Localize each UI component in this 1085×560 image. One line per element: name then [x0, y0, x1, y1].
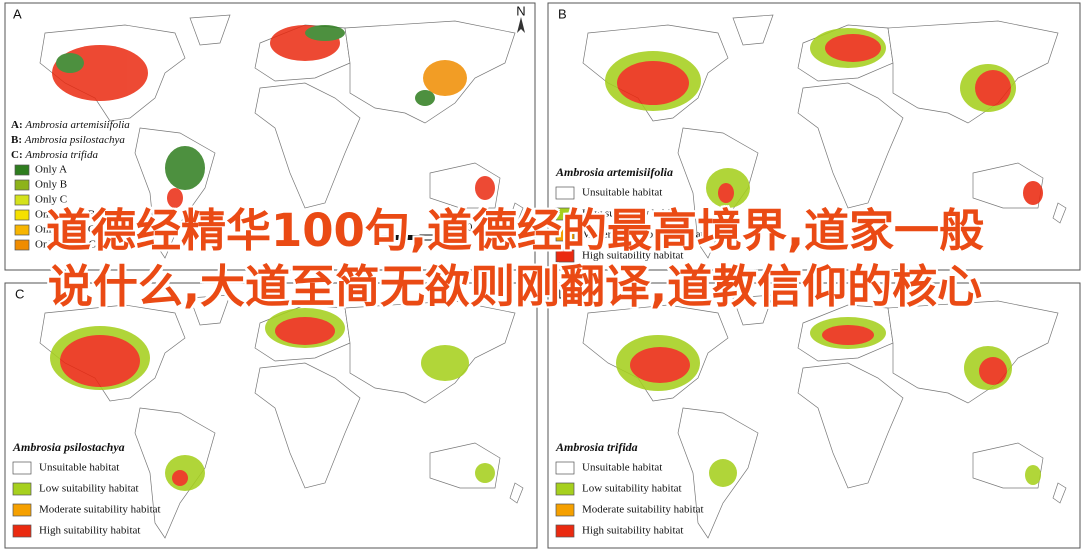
legend-label: Moderate suitability habitat	[582, 504, 704, 516]
legend-swatch	[14, 209, 30, 221]
legend-label: Moderate suitability habitat	[39, 504, 161, 516]
species-name: Ambrosia trifida	[24, 149, 98, 161]
legend-swatch	[14, 164, 30, 176]
range-area	[617, 61, 689, 105]
scale-bar	[380, 235, 420, 240]
svg-text:B: Ambrosia psilostachya: B: Ambrosia psilostachya	[11, 134, 125, 146]
range-area	[1023, 181, 1043, 205]
legend-label: Only A and B	[35, 209, 95, 221]
legend-swatch	[12, 461, 32, 475]
range-area	[975, 70, 1011, 106]
legend-swatch	[12, 503, 32, 517]
panel-b: B Ambrosia artemisiifolia Unsuitable habit…	[547, 2, 1081, 271]
range-overlay	[52, 25, 495, 208]
north-arrow	[517, 17, 525, 33]
legend-label: Unsuitable habitat	[582, 187, 662, 199]
range-overlay	[605, 28, 1043, 208]
species-name: Ambrosia psilostachya	[24, 134, 126, 146]
legend-label: Low suitability habitat	[582, 208, 682, 220]
svg-text:A: Ambrosia artemisiifolia: A: Ambrosia artemisiifolia	[11, 119, 130, 131]
scale-label: 0	[377, 222, 383, 234]
panel-label: A	[13, 6, 22, 21]
range-area	[718, 183, 734, 203]
range-area	[822, 325, 874, 345]
legend-label: Only B	[35, 179, 67, 191]
panel-label: B	[558, 6, 567, 21]
legend-swatch	[555, 482, 575, 496]
legend-label: Only C	[35, 194, 67, 206]
legend-swatch	[14, 194, 30, 206]
legend-label: Only A and C	[35, 224, 95, 236]
panel-d: D Ambrosia trifida Unsuitable habitat Low s…	[547, 282, 1081, 549]
range-area	[1025, 465, 1041, 485]
legend-title: Ambrosia trifida	[555, 440, 638, 454]
legend-swatch	[555, 461, 575, 475]
panel-frame	[547, 282, 1081, 549]
legend: A: Ambrosia artemisiifolia B: Ambrosia p…	[11, 119, 130, 251]
range-area	[475, 463, 495, 483]
legend-label: Only A	[35, 164, 67, 176]
legend-swatch	[555, 228, 575, 242]
range-overlay	[50, 308, 495, 491]
legend-label: Moderate suitability habitat	[582, 229, 704, 241]
svg-text:C: Ambrosia trifida: C: Ambrosia trifida	[11, 149, 98, 161]
scale-label: 2,000	[448, 222, 473, 234]
overlay-title: 道德经精华100句,道德经的最高境界,道家一般说什么,大道至简无欲则刚翻译,道教…	[45, 204, 985, 313]
legend-swatch	[555, 249, 575, 263]
legend-swatch	[14, 179, 30, 191]
panel-frame	[4, 2, 536, 271]
legend-label: High suitability habitat	[582, 250, 683, 262]
legend-label: Only B and C	[35, 239, 96, 251]
legend-swatch	[14, 224, 30, 236]
legend-swatch	[555, 186, 575, 200]
legend-label: High suitability habitat	[39, 525, 140, 537]
north-label: N	[516, 3, 525, 18]
panel-a: A N 0 2,000 A: Ambrosia artemisiifolia B…	[4, 2, 536, 271]
legend-key: B:	[11, 134, 22, 146]
panel-label: C	[15, 286, 24, 301]
range-area	[421, 345, 469, 381]
legend-label: Unsuitable habitat	[39, 462, 119, 474]
legend-swatch	[555, 524, 575, 538]
legend-swatch	[555, 207, 575, 221]
legend-label: High suitability habitat	[582, 525, 683, 537]
range-area	[825, 34, 881, 62]
legend-swatch	[12, 524, 32, 538]
species-name: Ambrosia artemisiifolia	[24, 119, 130, 131]
range-area	[630, 347, 690, 383]
panel-label: D	[558, 286, 567, 301]
legend-label: Low suitability habitat	[582, 483, 682, 495]
range-area	[172, 470, 188, 486]
legend-swatch	[14, 239, 30, 251]
legend-label: Unsuitable habitat	[582, 462, 662, 474]
legend-title: Ambrosia psilostachya	[12, 440, 125, 454]
legend-title: Ambrosia artemisiifolia	[555, 165, 673, 179]
legend-key: A:	[11, 119, 23, 131]
range-area	[275, 317, 335, 345]
panel-c: C Ambrosia psilostachya Unsuitable habitat…	[4, 282, 538, 549]
panel-frame	[4, 282, 538, 549]
legend-label: Low suitability habitat	[39, 483, 139, 495]
range-area	[60, 335, 140, 387]
panel-frame	[547, 2, 1081, 271]
legend-swatch	[555, 503, 575, 517]
range-area	[979, 357, 1007, 385]
scale-bar	[419, 234, 461, 241]
legend-key: C:	[11, 149, 23, 161]
legend-swatch	[12, 482, 32, 496]
range-overlay	[616, 317, 1041, 487]
range-area	[709, 459, 737, 487]
